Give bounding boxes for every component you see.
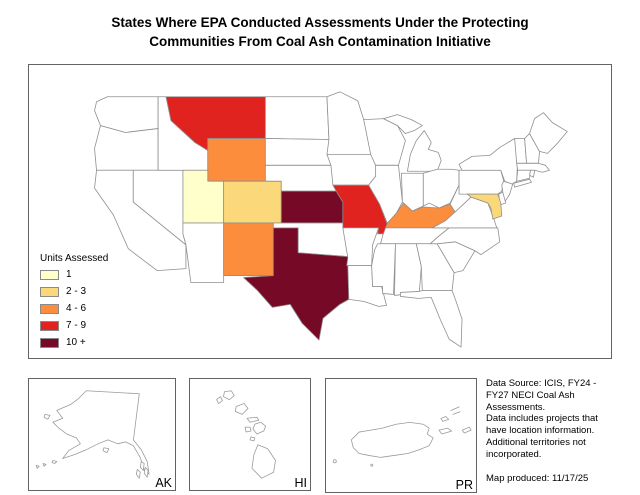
map-title: States Where EPA Conducted Assessments U… bbox=[0, 13, 640, 51]
map-legend: Units Assessed 1 2 - 3 4 - 6 7 - 9 10 + bbox=[40, 253, 108, 354]
legend-item: 4 - 6 bbox=[40, 303, 108, 314]
legend-label: 10 + bbox=[66, 337, 86, 348]
main-map-frame: Units Assessed 1 2 - 3 4 - 6 7 - 9 10 + bbox=[28, 64, 612, 359]
legend-title: Units Assessed bbox=[40, 253, 109, 264]
state-tx bbox=[243, 227, 350, 341]
state-mi bbox=[407, 130, 442, 172]
state-ct bbox=[516, 169, 531, 182]
map-notes: Data Source: ICIS, FY24 - FY27 NECI Coal… bbox=[486, 378, 638, 484]
puerto-rico-map bbox=[332, 406, 472, 467]
state-ia bbox=[326, 153, 379, 186]
inset-label-ak: AK bbox=[155, 476, 172, 490]
inset-hawaii: HI bbox=[189, 378, 311, 491]
legend-label: 2 - 3 bbox=[66, 286, 87, 297]
legend-swatch bbox=[40, 286, 59, 297]
legend-swatch bbox=[40, 269, 59, 280]
inset-label-pr: PR bbox=[455, 478, 473, 492]
legend-swatch bbox=[40, 320, 59, 331]
legend-swatch bbox=[40, 337, 59, 348]
state-ms bbox=[371, 243, 396, 295]
legend-label: 1 bbox=[66, 269, 72, 280]
state-mi-upper bbox=[383, 114, 423, 134]
hawaii-map bbox=[216, 390, 276, 479]
map-title-line1: States Where EPA Conducted Assessments U… bbox=[111, 15, 529, 30]
state-nh bbox=[524, 133, 540, 164]
state-fl bbox=[400, 290, 463, 348]
state-or bbox=[94, 125, 159, 171]
state-az bbox=[182, 222, 225, 283]
legend-swatch bbox=[40, 303, 59, 314]
legend-item: 10 + bbox=[40, 337, 108, 348]
data-source-note: Data Source: ICIS, FY24 - FY27 NECI Coal… bbox=[486, 378, 598, 460]
map-title-line2: Communities From Coal Ash Contamination … bbox=[149, 34, 491, 49]
us-states-map bbox=[94, 91, 568, 348]
legend-items: 1 2 - 3 4 - 6 7 - 9 10 + bbox=[40, 269, 108, 348]
state-nd bbox=[264, 96, 330, 140]
state-al bbox=[394, 243, 422, 296]
state-nc bbox=[429, 227, 501, 256]
inset-label-hi: HI bbox=[294, 476, 308, 490]
state-co bbox=[223, 180, 282, 224]
inset-alaska: AK bbox=[28, 378, 176, 491]
state-pa bbox=[458, 169, 505, 195]
legend-item: 7 - 9 bbox=[40, 320, 108, 331]
alaska-map bbox=[35, 390, 150, 479]
legend-label: 4 - 6 bbox=[66, 303, 87, 314]
state-ks bbox=[280, 190, 349, 224]
state-me bbox=[529, 112, 568, 154]
state-ri bbox=[529, 169, 535, 178]
legend-label: 7 - 9 bbox=[66, 320, 87, 331]
inset-puerto-rico: PR bbox=[325, 378, 477, 493]
map-produced-note: Map produced: 11/17/25 bbox=[486, 472, 589, 484]
legend-item: 2 - 3 bbox=[40, 286, 108, 297]
legend-item: 1 bbox=[40, 269, 108, 280]
state-sd bbox=[264, 138, 332, 166]
state-nm bbox=[223, 222, 274, 276]
state-in bbox=[401, 172, 424, 212]
state-md bbox=[466, 193, 503, 220]
state-ny-long-island bbox=[513, 178, 532, 188]
state-wy bbox=[207, 138, 266, 182]
